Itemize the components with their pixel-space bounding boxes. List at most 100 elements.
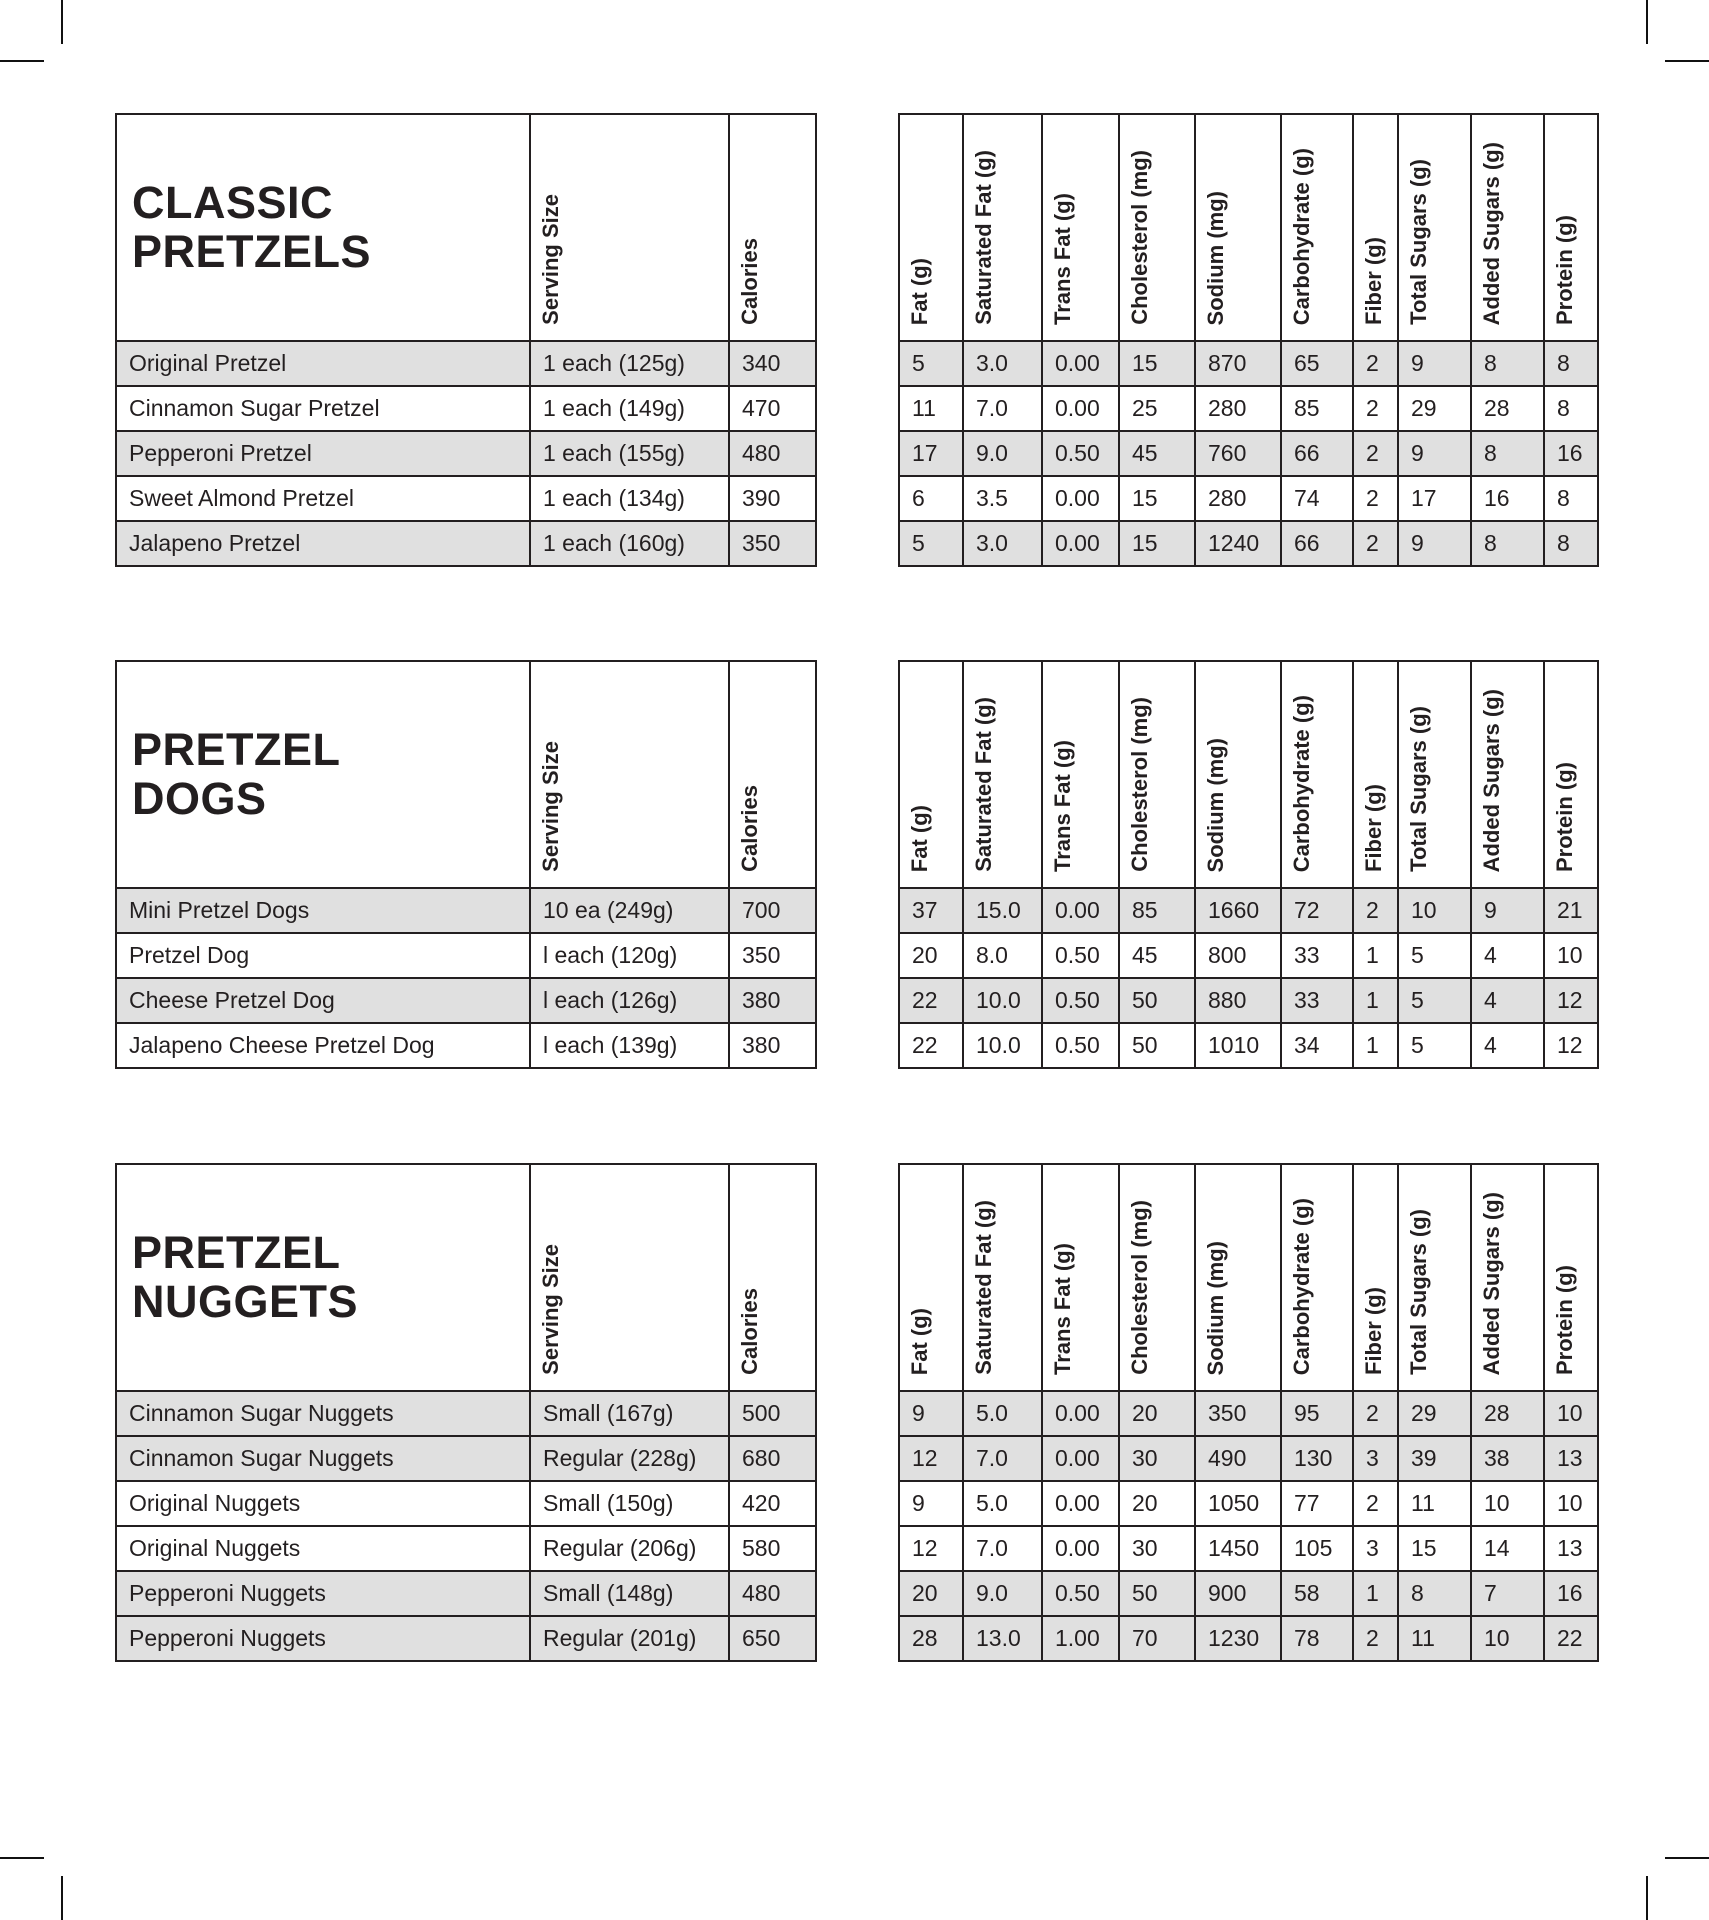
calories-cell: 390 <box>728 475 817 522</box>
nutrition-value-cell: 5 <box>898 340 964 387</box>
nutrition-value-cell: 39 <box>1397 1435 1472 1482</box>
nutrition-value-cell: 11 <box>1397 1615 1472 1662</box>
nutrition-column-header-label: Fiber (g) <box>1361 784 1386 872</box>
nutrition-value-cell: 15 <box>1397 1525 1472 1572</box>
table-row: Jalapeno Cheese Pretzel Dog l each (139g)… <box>115 1022 817 1069</box>
nutrition-value-cell: 9 <box>1470 887 1545 934</box>
nutrition-column-header: Fiber (g) <box>1352 113 1399 342</box>
nutrition-value-cell: 58 <box>1280 1570 1354 1617</box>
nutrition-column-header-label: Saturated Fat (g) <box>971 150 996 325</box>
nutrition-value-cell: 22 <box>1543 1615 1599 1662</box>
nutrition-column-header: Saturated Fat (g) <box>962 660 1043 889</box>
nutrition-value-cell: 8.0 <box>962 932 1043 979</box>
nutrition-value-cell: 10 <box>1470 1480 1545 1527</box>
nutrition-value-cell: 34 <box>1280 1022 1354 1069</box>
nutrition-value-cell: 130 <box>1280 1435 1354 1482</box>
items-header-row: CLASSIC PRETZELS Serving Size Calories <box>115 113 817 342</box>
nutrition-value-cell: 7.0 <box>962 1525 1043 1572</box>
nutrition-value-cell: 13 <box>1543 1435 1599 1482</box>
nutrition-value-cell: 2 <box>1352 520 1399 567</box>
nutrition-value-cell: 28 <box>898 1615 964 1662</box>
nutrition-value-cell: 15 <box>1118 475 1196 522</box>
nutrition-value-cell: 8 <box>1543 340 1599 387</box>
nutrition-value-cell: 25 <box>1118 385 1196 432</box>
nutrition-value-cell: 0.00 <box>1041 475 1120 522</box>
nutrition-row: 9 5.0 0.00 20 350 95 2 29 28 10 <box>898 1390 1599 1437</box>
nutrition-column-header-label: Trans Fat (g) <box>1050 1242 1075 1375</box>
nutrition-row: 6 3.5 0.00 15 280 74 2 17 16 8 <box>898 475 1599 522</box>
nutrition-value-cell: 4 <box>1470 932 1545 979</box>
table-row: Original Nuggets Regular (206g) 580 <box>115 1525 817 1572</box>
crop-mark-bottom-left-vertical <box>61 1876 63 1920</box>
nutrition-value-cell: 17 <box>1397 475 1472 522</box>
nutrition-value-cell: 33 <box>1280 977 1354 1024</box>
item-name-cell: Cheese Pretzel Dog <box>115 977 531 1024</box>
nutrition-column-header-label: Cholesterol (mg) <box>1127 1200 1152 1375</box>
nutrition-value-cell: 280 <box>1194 475 1282 522</box>
calories-cell: 480 <box>728 430 817 477</box>
item-name-cell: Original Pretzel <box>115 340 531 387</box>
serving-size-cell: 1 each (149g) <box>529 385 730 432</box>
nutrition-row: 5 3.0 0.00 15 870 65 2 9 8 8 <box>898 340 1599 387</box>
nutrition-value-cell: 7 <box>1470 1570 1545 1617</box>
nutrition-value-cell: 33 <box>1280 932 1354 979</box>
nutrition-value-cell: 0.00 <box>1041 1390 1120 1437</box>
nutrition-value-cell: 3.0 <box>962 340 1043 387</box>
nutrition-value-cell: 0.00 <box>1041 1525 1120 1572</box>
nutrition-column-header-label: Sodium (mg) <box>1203 1240 1228 1375</box>
table-row: Cheese Pretzel Dog l each (126g) 380 <box>115 977 817 1024</box>
serving-size-cell: Small (167g) <box>529 1390 730 1437</box>
nutrition-value-cell: 85 <box>1280 385 1354 432</box>
nutrition-value-cell: 1660 <box>1194 887 1282 934</box>
nutrition-value-cell: 66 <box>1280 520 1354 567</box>
nutrition-value-cell: 8 <box>1543 475 1599 522</box>
serving-size-cell: 10 ea (249g) <box>529 887 730 934</box>
nutrition-row: 37 15.0 0.00 85 1660 72 2 10 9 21 <box>898 887 1599 934</box>
nutrition-column-header-label: Fat (g) <box>907 1307 932 1375</box>
nutrition-column-header-label: Trans Fat (g) <box>1050 192 1075 325</box>
calories-header: Calories <box>728 113 817 342</box>
nutrition-column-header: Trans Fat (g) <box>1041 660 1120 889</box>
nutrition-value-cell: 10.0 <box>962 1022 1043 1069</box>
nutrition-value-cell: 1240 <box>1194 520 1282 567</box>
table-row: Pepperoni Pretzel 1 each (155g) 480 <box>115 430 817 477</box>
nutrition-value-cell: 10 <box>1397 887 1472 934</box>
nutrition-column-header-label: Carbohydrate (g) <box>1289 1197 1314 1375</box>
nutrition-column-header-label: Trans Fat (g) <box>1050 739 1075 872</box>
nutrition-column-header: Fiber (g) <box>1352 660 1399 889</box>
nutrition-column-header-label: Fiber (g) <box>1361 237 1386 325</box>
nutrition-value-cell: 10 <box>1543 1390 1599 1437</box>
nutrition-value-cell: 20 <box>1118 1390 1196 1437</box>
nutrition-value-cell: 45 <box>1118 932 1196 979</box>
nutrition-value-cell: 8 <box>1543 385 1599 432</box>
nutrition-column-header: Fat (g) <box>898 113 964 342</box>
calories-cell: 500 <box>728 1390 817 1437</box>
nutrition-value-cell: 12 <box>1543 977 1599 1024</box>
item-name-cell: Pretzel Dog <box>115 932 531 979</box>
nutrition-value-cell: 85 <box>1118 887 1196 934</box>
nutrition-value-cell: 17 <box>898 430 964 477</box>
nutrition-column-header-label: Protein (g) <box>1552 215 1577 325</box>
nutrition-value-cell: 37 <box>898 887 964 934</box>
nutrition-header-row: Fat (g) Saturated Fat (g) Trans Fat (g) Cho… <box>898 1163 1599 1392</box>
section-title: PRETZEL DOGS <box>115 660 531 889</box>
table-row: Pepperoni Nuggets Small (148g) 480 <box>115 1570 817 1617</box>
nutrition-column-header: Added Sugars (g) <box>1470 113 1545 342</box>
nutrition-value-cell: 9.0 <box>962 430 1043 477</box>
nutrition-value-cell: 870 <box>1194 340 1282 387</box>
nutrition-column-header: Fat (g) <box>898 1163 964 1392</box>
nutrition-value-cell: 0.00 <box>1041 1480 1120 1527</box>
nutrition-value-cell: 10 <box>1470 1615 1545 1662</box>
item-name-cell: Mini Pretzel Dogs <box>115 887 531 934</box>
nutrition-value-cell: 9.0 <box>962 1570 1043 1617</box>
item-name-cell: Cinnamon Sugar Nuggets <box>115 1435 531 1482</box>
table-row: Mini Pretzel Dogs 10 ea (249g) 700 <box>115 887 817 934</box>
nutrition-column-header-label: Total Sugars (g) <box>1406 706 1431 872</box>
nutrition-value-cell: 12 <box>898 1435 964 1482</box>
nutrition-value-cell: 5 <box>1397 1022 1472 1069</box>
nutrition-value-cell: 16 <box>1543 430 1599 477</box>
nutrition-value-cell: 1450 <box>1194 1525 1282 1572</box>
serving-size-cell: 1 each (134g) <box>529 475 730 522</box>
nutrition-value-cell: 9 <box>1397 340 1472 387</box>
nutrition-value-cell: 2 <box>1352 430 1399 477</box>
